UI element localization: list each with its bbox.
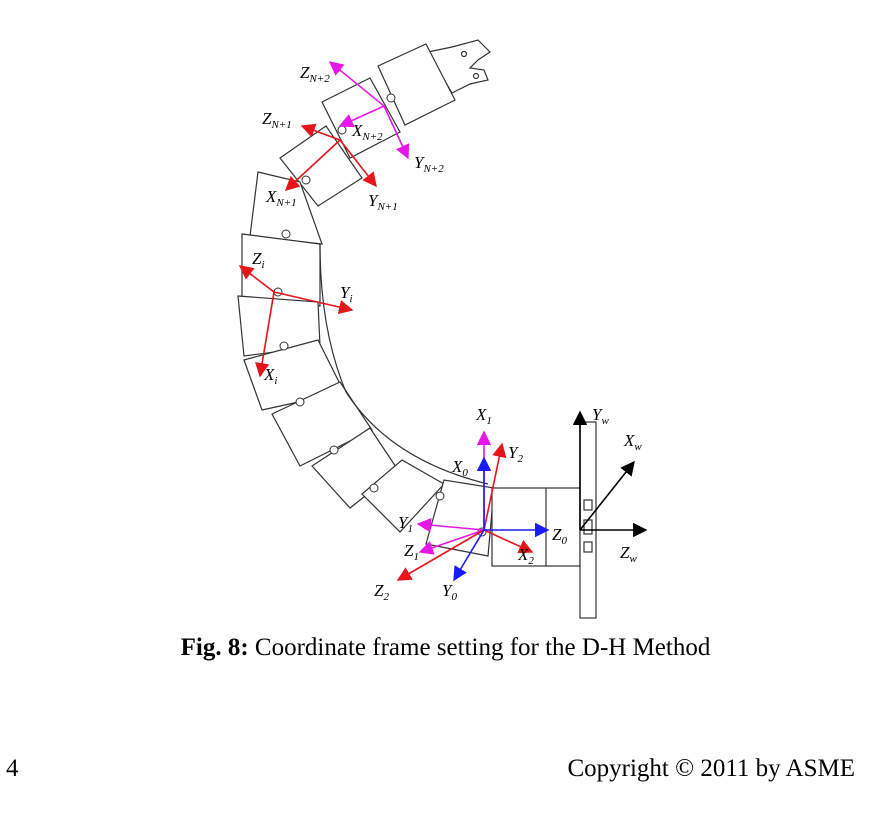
base-block [491,487,581,567]
frame-n1 [284,123,377,191]
axis-y-1 [416,518,485,533]
label-x-0: X0 [451,457,468,479]
axis-z-n2 [328,61,385,107]
label-z-0: Z0 [552,525,567,547]
segment-n2 [321,77,401,159]
label-x-2: X2 [517,545,534,567]
label-y-2: Y2 [508,443,523,465]
joints [273,93,487,537]
axis-x-n2 [338,105,385,128]
label-z-n1: ZN+1 [262,109,292,131]
axis-labels: ZN+2 XN+2 YN+2 ZN+1 XN+1 YN+1 Zi Yi Xi X… [252,63,642,603]
label-z-1: Z1 [404,541,419,563]
axis-y-n2 [383,105,410,160]
page-number: 4 [6,755,19,782]
axis-z-i [238,265,275,293]
dh-frame-diagram: ZN+2 XN+2 YN+2 ZN+1 XN+1 YN+1 Zi Yi Xi X… [237,39,648,619]
gripper [427,39,491,94]
frame-world [572,410,648,538]
label-y-n1: YN+1 [368,191,398,213]
figure-caption: Fig. 8: Coordinate frame setting for the… [0,634,891,662]
label-x-n2: XN+2 [351,121,383,143]
axis-z-1 [418,529,485,555]
axis-y-i [273,291,354,315]
label-x-w: Xw [623,431,642,453]
label-z-n2: ZN+2 [300,63,330,85]
axis-z-n1 [300,123,341,141]
label-z-i: Zi [252,249,265,271]
copyright-notice: Copyright © 2011 by ASME [567,755,855,782]
axis-z-2 [396,529,485,581]
label-z-2: Z2 [374,581,389,603]
frame-1-2-0 [396,430,550,582]
frame-i [238,265,354,378]
label-y-n2: YN+2 [414,153,444,175]
caption-label: Fig. 8: [180,634,249,661]
label-x-n1: XN+1 [265,187,297,209]
segment-top [377,43,456,126]
caption-text: Coordinate frame setting for the D-H Met… [248,634,711,661]
axis-y-n1 [339,139,377,188]
label-y-w: Yw [592,405,609,427]
frame-n2 [328,61,410,160]
label-y-0: Y0 [442,581,457,603]
axis-x-w [579,460,635,531]
label-y-1: Y1 [398,513,413,535]
axis-y-2 [483,442,507,531]
axis-y-0 [453,529,485,582]
label-y-i: Yi [340,283,353,305]
axis-x-n1 [284,139,341,191]
label-x-i: Xi [263,365,277,387]
axis-x-i [255,291,275,378]
inner-arc [319,243,489,485]
axis-x-2 [483,529,534,554]
label-x-1: X1 [475,405,492,427]
label-z-w: Zw [620,543,637,565]
